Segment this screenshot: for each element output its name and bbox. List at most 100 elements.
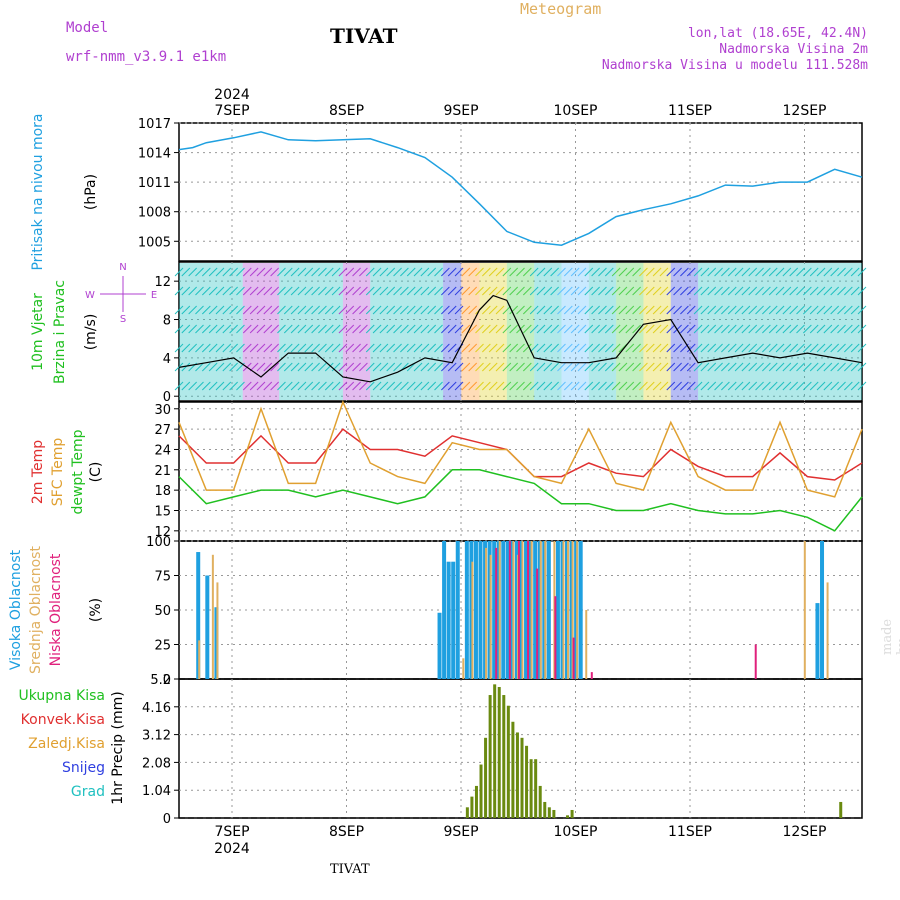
wind-barb: [686, 381, 696, 391]
wind-barb: [263, 381, 273, 391]
wind-barb: [727, 362, 737, 372]
wind-barb: [693, 286, 703, 296]
wind-barb: [714, 305, 723, 315]
wind-barb: [639, 286, 648, 296]
wind-barb: [762, 324, 771, 334]
wind-barb: [311, 324, 320, 334]
wind-barb: [208, 343, 218, 353]
wind-barb: [700, 324, 710, 334]
wind-barb: [536, 267, 546, 277]
wind-barb: [359, 267, 368, 277]
wind-barb: [338, 381, 348, 391]
wind-barb: [618, 305, 628, 315]
high-cloud-bar: [524, 541, 529, 679]
wind-barb: [700, 343, 710, 353]
lonlat-label: lon,lat (18.65E, 42.4N): [687, 26, 868, 41]
wind-barb: [577, 362, 587, 372]
wind-barb: [659, 381, 669, 391]
wind-barb: [277, 324, 286, 334]
wind-barb: [222, 305, 232, 315]
mid-cloud-bar: [571, 541, 574, 679]
wind-barb: [441, 381, 450, 391]
wind-barb: [331, 362, 341, 372]
wind-barb: [782, 324, 792, 334]
compass-north: N: [119, 262, 126, 273]
low-cloud-axis-title: Niska Oblacnost: [48, 553, 64, 666]
wind-barb: [721, 267, 730, 277]
wind-barb: [611, 381, 621, 391]
wind-barb: [529, 343, 539, 353]
wind-barb: [215, 343, 225, 353]
wind-barb: [304, 362, 314, 372]
wind-barb: [331, 286, 341, 296]
wind-barb: [215, 267, 225, 277]
wind-barb: [181, 362, 191, 372]
wind-barb: [365, 343, 375, 353]
x-tick-label-top: 9SEP: [443, 103, 478, 119]
wind-barb: [481, 381, 491, 391]
wind-barb: [516, 343, 525, 353]
wind-barb: [201, 362, 211, 372]
wind-barb: [789, 362, 799, 372]
wind-barb: [270, 286, 279, 296]
wind-barb: [714, 267, 723, 277]
wind-barb: [208, 362, 218, 372]
model-altitude-label: Nadmorska Visina u modelu 111.528m: [601, 58, 868, 73]
wind-barb: [324, 267, 334, 277]
wind-barb: [447, 324, 457, 334]
precip-bar: [839, 801, 843, 818]
wind-barb: [830, 324, 840, 334]
wind-barb: [283, 324, 293, 334]
wind-barb: [673, 267, 682, 277]
wind-barb: [611, 305, 621, 315]
wind-barb: [604, 381, 614, 391]
wind-barb: [604, 286, 614, 296]
high-cloud-bar: [464, 541, 469, 679]
wind-barb: [215, 362, 225, 372]
wind-barb: [563, 343, 573, 353]
precip-legend-item: Konvek.Kisa: [21, 712, 105, 728]
wind-barb: [768, 267, 778, 277]
wind-barb: [249, 324, 259, 334]
wind-barb: [543, 343, 553, 353]
wind-barb: [714, 286, 723, 296]
wind-barb: [372, 267, 382, 277]
wind-barb: [843, 286, 853, 296]
wind-barb: [495, 381, 505, 391]
sfc-temp-axis-title: SFC Temp: [50, 438, 66, 507]
wind-barb: [338, 305, 348, 315]
low-cloud-bar: [572, 637, 575, 679]
wind-barb: [277, 305, 286, 315]
wind-barb: [502, 267, 512, 277]
y-tick-label: 27: [154, 423, 171, 438]
wind-barb: [762, 343, 771, 353]
wind-barb: [379, 286, 389, 296]
wind-barb: [611, 343, 621, 353]
low-cloud-bar: [527, 541, 530, 679]
wind-barb: [693, 267, 703, 277]
wind-barb: [755, 362, 764, 372]
y-tick-label: 2.08: [142, 756, 171, 771]
wind-barb: [816, 324, 826, 334]
wind-barb: [796, 305, 805, 315]
wind-barb: [427, 381, 437, 391]
wind-barb: [823, 305, 833, 315]
wind-barb: [693, 362, 703, 372]
wind-barb: [823, 267, 833, 277]
wind-barb: [843, 362, 853, 372]
wind-barb: [618, 362, 628, 372]
wind-barb: [311, 305, 320, 315]
wind-barb: [434, 305, 443, 315]
wind-barb: [645, 343, 655, 353]
wind-barb: [762, 286, 771, 296]
wind-barb: [618, 324, 628, 334]
wind-barb: [577, 343, 587, 353]
altitude-label: Nadmorska Visina 2m: [719, 42, 868, 57]
wind-barb: [318, 305, 327, 315]
wind-barb: [174, 305, 184, 315]
wind-barb: [721, 324, 730, 334]
wind-barb: [488, 286, 498, 296]
wind-barb: [475, 343, 484, 353]
wind-barb: [229, 381, 238, 391]
footer-station: TIVAT: [330, 862, 370, 877]
